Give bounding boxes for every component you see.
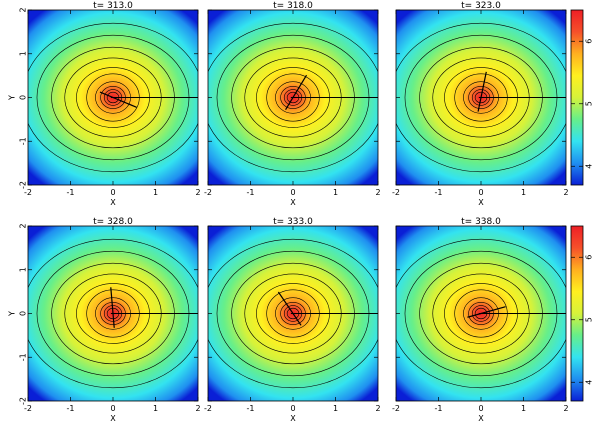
- x-tick-label: 0: [110, 188, 115, 197]
- x-tick-label: 0: [478, 404, 483, 413]
- x-tick-label: 1: [333, 188, 338, 197]
- x-tick-label: -1: [435, 188, 443, 197]
- x-tick-label: 2: [563, 404, 568, 413]
- x-tick-label: 2: [195, 188, 200, 197]
- panel-5: -2 -1 0 1 2 Xt= 333.0: [204, 217, 381, 423]
- colorbar-scale: [570, 225, 584, 402]
- x-tick-label: 0: [110, 404, 115, 413]
- x-tick-label: -1: [435, 404, 443, 413]
- y-tick-label: 1: [19, 267, 28, 272]
- x-tick-label: 2: [563, 188, 568, 197]
- panel-3: -2 -1 0 1 2 Xt= 323.0: [392, 1, 569, 207]
- colorbar-tick-label: 5: [585, 317, 594, 322]
- y-tick-label: 0: [19, 311, 28, 316]
- contour-line: [28, 22, 198, 173]
- orientation-vector: [110, 287, 115, 328]
- x-tick-label: 0: [478, 188, 483, 197]
- x-axis-label: X: [110, 198, 116, 207]
- x-tick-label: -2: [392, 188, 400, 197]
- x-tick-label: -1: [67, 188, 75, 197]
- orientation-vector: [99, 91, 137, 108]
- x-tick-label: 1: [521, 188, 526, 197]
- contour-line: [208, 22, 378, 173]
- x-tick-label: -1: [247, 404, 255, 413]
- x-axis-label: X: [478, 414, 484, 423]
- colorbar-tick-label: 4: [585, 380, 594, 385]
- x-tick-label: -2: [204, 404, 212, 413]
- y-tick-label: 1: [19, 51, 28, 56]
- y-axis-label: Y: [8, 311, 17, 317]
- panel-title: t= 333.0: [273, 217, 313, 227]
- panel-4: -2-2 -1 -1 0 0 1 1 2 2 X Yt= 328.0: [8, 217, 201, 423]
- panel-6: -2 -1 0 1 2 Xt= 338.0: [392, 217, 569, 423]
- orientation-vector: [467, 306, 506, 318]
- x-tick-label: -1: [247, 188, 255, 197]
- x-tick-label: 1: [333, 404, 338, 413]
- colorbars: 4 5 6 4 5 6: [570, 9, 594, 402]
- x-tick-label: 2: [375, 188, 380, 197]
- orientation-vector: [477, 71, 487, 112]
- x-axis-label: X: [110, 414, 116, 423]
- y-tick-label: 2: [19, 223, 28, 228]
- y-axis-label: Y: [8, 95, 17, 101]
- colorbar-2: 4 5 6: [570, 225, 594, 402]
- x-tick-label: 1: [153, 404, 158, 413]
- colorbar-tick-label: 4: [585, 164, 594, 169]
- panel-2: -2 -1 0 1 2 Xt= 318.0: [204, 1, 381, 207]
- x-axis-label: X: [478, 198, 484, 207]
- contour-line: [396, 22, 566, 173]
- x-tick-label: -1: [67, 404, 75, 413]
- x-tick-label: -2: [204, 188, 212, 197]
- colorbar-tick-label: 5: [585, 101, 594, 106]
- colorbar-1: 4 5 6: [570, 9, 594, 186]
- y-tick-label: 0: [19, 95, 28, 100]
- x-tick-label: 0: [290, 404, 295, 413]
- colorbar-scale: [570, 9, 584, 186]
- orientation-vector: [285, 74, 308, 111]
- x-tick-label: -2: [392, 404, 400, 413]
- y-tick-label: -1: [19, 353, 28, 361]
- y-tick-label: -1: [19, 137, 28, 145]
- colorbar-tick-label: 6: [585, 255, 594, 260]
- x-tick-label: 1: [153, 188, 158, 197]
- panel-title: t= 313.0: [93, 1, 133, 11]
- panel-title: t= 328.0: [93, 217, 133, 227]
- x-tick-label: 2: [195, 404, 200, 413]
- orientation-vector: [277, 291, 302, 326]
- x-tick-label: -2: [24, 188, 32, 197]
- x-tick-label: 0: [290, 188, 295, 197]
- y-tick-label: -2: [19, 397, 28, 405]
- panel-title: t= 338.0: [461, 217, 501, 227]
- x-tick-label: -2: [24, 404, 32, 413]
- panel-title: t= 318.0: [273, 1, 313, 11]
- x-axis-label: X: [290, 198, 296, 207]
- y-tick-label: -2: [19, 181, 28, 189]
- contour-line: [28, 238, 198, 389]
- y-tick-label: 2: [19, 7, 28, 12]
- x-axis-label: X: [290, 414, 296, 423]
- contour-line: [396, 238, 566, 389]
- panel-title: t= 323.0: [461, 1, 501, 11]
- contour-line: [208, 238, 378, 389]
- x-tick-label: 2: [375, 404, 380, 413]
- colorbar-tick-label: 6: [585, 39, 594, 44]
- panel-1: -2-2 -1 -1 0 0 1 1 2 2 X Yt= 313.0: [8, 1, 201, 207]
- x-tick-label: 1: [521, 404, 526, 413]
